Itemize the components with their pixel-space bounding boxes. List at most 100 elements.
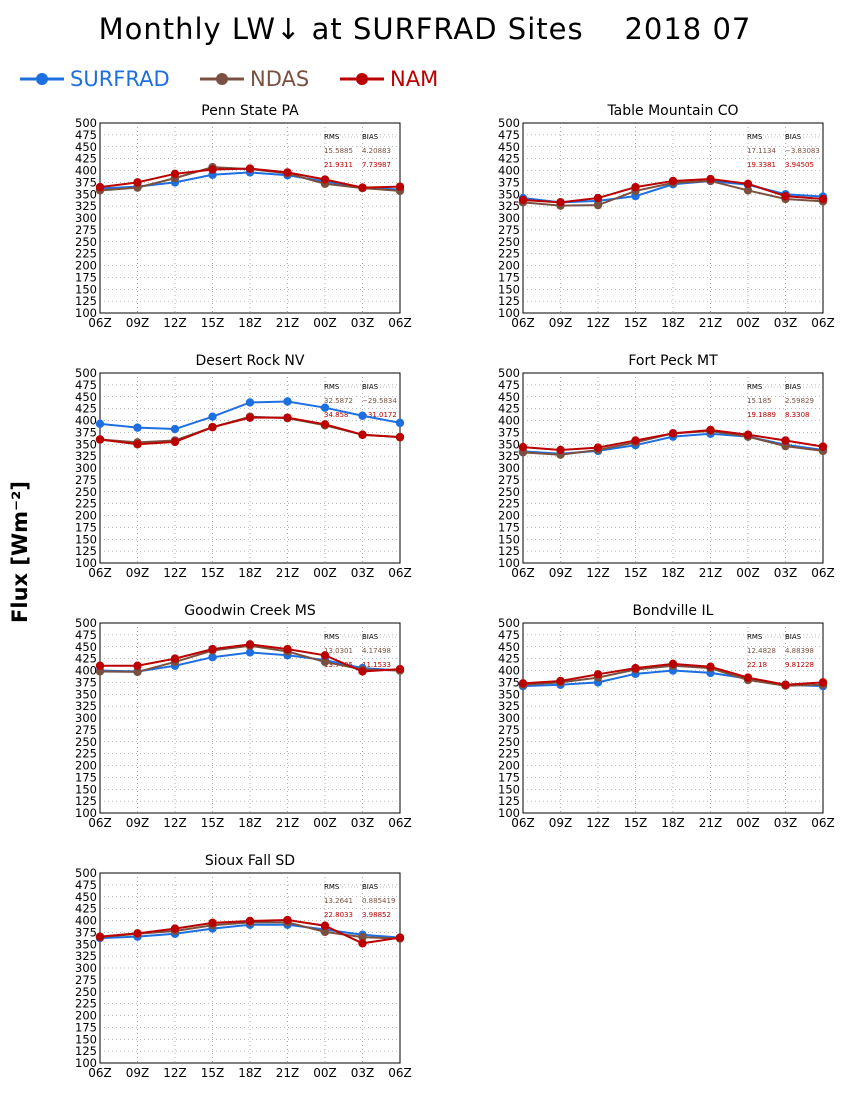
x-tick-label: 06Z: [388, 816, 412, 830]
y-tick-label: 350: [75, 937, 97, 951]
y-tick-label: 175: [75, 1020, 97, 1034]
data-point-nam: [245, 164, 255, 173]
data-point-surfrad: [395, 418, 405, 428]
x-tick-label: 12Z: [163, 1066, 187, 1080]
chart-panel-penn-state-pa: Penn State PA 100125150175200225250275300…: [75, 103, 412, 330]
y-tick-label: 475: [75, 128, 97, 142]
stats-nam-bias: 9.81228: [785, 661, 814, 669]
stats-nam-rms: 21.9311: [324, 161, 353, 169]
chart-title: Fort Peck MT: [628, 353, 718, 369]
data-point-nam: [668, 176, 678, 186]
data-point-nam: [133, 929, 142, 938]
stats-header-rms: RMS: [324, 633, 340, 641]
data-point-nam: [818, 194, 828, 204]
y-tick-label: 175: [75, 270, 97, 284]
y-tick-label: 400: [75, 914, 97, 928]
x-tick-label: 09Z: [549, 316, 573, 330]
x-tick-label: 00Z: [313, 1066, 337, 1080]
y-tick-label: 150: [75, 782, 97, 796]
y-tick-label: 375: [498, 425, 520, 439]
data-point-surfrad: [358, 411, 367, 420]
stats-nam-bias: 11.1533: [362, 661, 391, 669]
y-tick-label: 400: [75, 664, 97, 678]
data-point-nam: [781, 680, 790, 689]
data-point-surfrad: [208, 653, 217, 662]
x-tick-label: 12Z: [586, 566, 610, 580]
y-tick-label: 500: [75, 866, 97, 880]
stats-header-bias: BIAS: [362, 133, 379, 141]
y-tick-label: 350: [75, 687, 97, 701]
stats-header-rms: RMS: [324, 383, 340, 391]
data-point-surfrad: [245, 648, 255, 657]
data-point-nam: [358, 667, 367, 676]
y-tick-label: 125: [498, 294, 520, 308]
stats-nam-bias: −31.0172: [362, 411, 397, 419]
stats-ndas-rms: 15.185: [747, 397, 772, 405]
data-point-nam: [668, 429, 678, 438]
y-tick-label: 425: [75, 652, 97, 666]
data-point-ndas: [743, 186, 753, 195]
y-tick-label: 125: [75, 1044, 97, 1058]
stats-header-rms: RMS: [747, 383, 763, 391]
legend-marker-nam: [340, 73, 384, 85]
data-point-nam: [706, 425, 715, 435]
y-tick-label: 250: [75, 485, 97, 499]
y-tick-label: 450: [75, 890, 97, 904]
x-tick-label: 18Z: [661, 816, 685, 830]
y-tick-label: 275: [498, 473, 520, 487]
stats-nam-bias: 3.94505: [785, 161, 814, 169]
y-tick-label: 300: [75, 961, 97, 975]
data-point-surfrad: [170, 424, 180, 434]
data-point-nam: [245, 413, 255, 422]
stats-header-rms: RMS: [324, 883, 340, 891]
x-tick-label: 21Z: [276, 316, 300, 330]
stats-header-rms: RMS: [747, 133, 763, 141]
y-tick-label: 300: [75, 461, 97, 475]
y-tick-label: 150: [498, 282, 520, 296]
chart-panel-goodwin-creek-ms: Goodwin Creek MS 100125150175200225250275…: [75, 603, 412, 830]
y-tick-label: 125: [75, 794, 97, 808]
y-tick-label: 450: [75, 640, 97, 654]
x-tick-label: 15Z: [624, 816, 648, 830]
stats-nam-rms: 22.8033: [324, 911, 353, 919]
data-point-nam: [170, 924, 180, 933]
data-point-nam: [133, 178, 142, 187]
y-tick-label: 100: [75, 556, 97, 570]
data-point-nam: [395, 432, 405, 442]
stats-ndas-bias: 4.17498: [362, 647, 391, 655]
x-tick-label: 21Z: [276, 816, 300, 830]
x-tick-label: 21Z: [699, 316, 723, 330]
y-tick-label: 200: [498, 759, 520, 773]
data-point-nam: [320, 921, 330, 930]
x-tick-label: 09Z: [126, 316, 150, 330]
x-tick-label: 21Z: [699, 816, 723, 830]
data-point-ndas: [593, 200, 603, 210]
stats-header-bias: BIAS: [362, 383, 379, 391]
y-tick-label: 175: [498, 270, 520, 284]
y-tick-label: 475: [498, 628, 520, 642]
data-point-nam: [395, 182, 405, 191]
chart-title: Bondville IL: [633, 603, 714, 619]
data-point-nam: [95, 932, 105, 941]
x-tick-label: 06Z: [388, 1066, 412, 1080]
data-point-nam: [556, 445, 565, 455]
x-tick-label: 03Z: [774, 566, 798, 580]
y-tick-label: 375: [498, 675, 520, 689]
x-tick-label: 18Z: [238, 566, 262, 580]
x-tick-label: 03Z: [351, 816, 375, 830]
stats-ndas-rms: 13.2641: [324, 897, 353, 905]
y-tick-label: 375: [498, 175, 520, 189]
stats-ndas-rms: 32.5872: [324, 397, 353, 405]
y-tick-label: 150: [75, 532, 97, 546]
y-tick-label: 400: [75, 414, 97, 428]
stats-ndas-rms: 17.1134: [747, 147, 776, 155]
legend-label-ndas: NDAS: [250, 67, 310, 91]
x-tick-label: 12Z: [163, 566, 187, 580]
data-point-ndas: [320, 927, 330, 937]
data-point-nam: [743, 673, 753, 682]
y-tick-label: 350: [498, 687, 520, 701]
y-tick-label: 150: [75, 282, 97, 296]
legend-item-nam: NAM: [338, 66, 438, 96]
x-tick-label: 00Z: [313, 566, 337, 580]
y-tick-label: 225: [498, 247, 520, 261]
